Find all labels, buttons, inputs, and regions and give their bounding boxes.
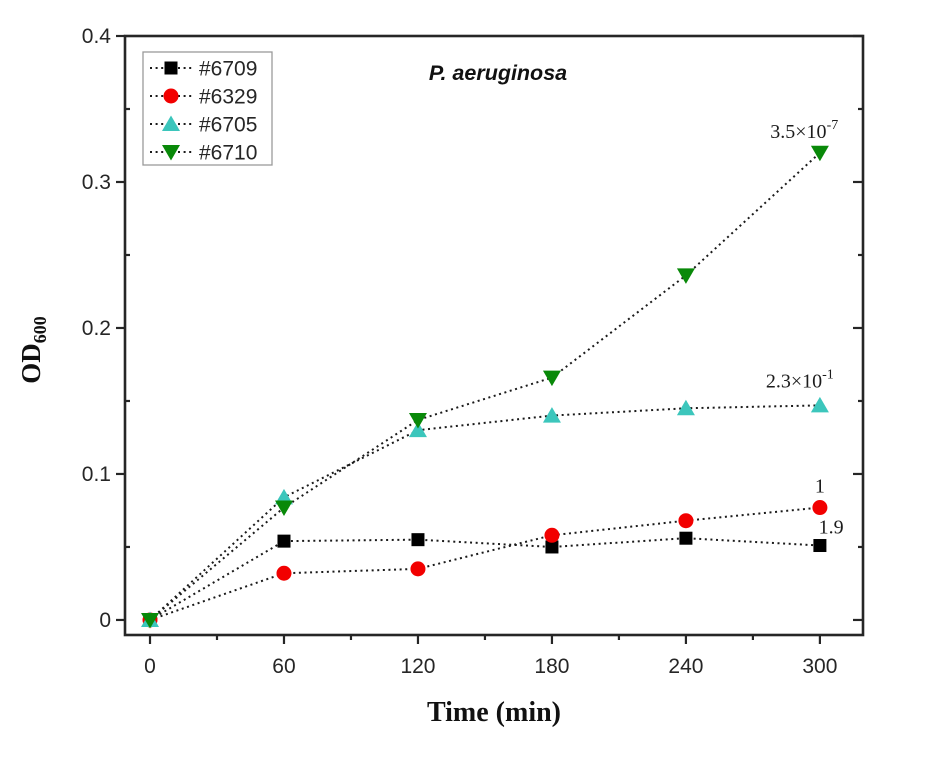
annotation-1: 1: [815, 476, 825, 498]
marker-circle: [812, 500, 828, 516]
x-tick-label: 240: [668, 655, 703, 678]
plot-frame: [123, 34, 865, 637]
marker-triangle-up: [676, 399, 695, 416]
marker-circle: [163, 88, 179, 104]
x-tick-label: 120: [400, 655, 435, 678]
legend-item-6709: #6709: [150, 58, 257, 81]
y-tick-label: 0.3: [82, 171, 111, 194]
marker-triangle-down: [676, 268, 695, 284]
legend-label: #6710: [199, 142, 257, 165]
x-tick-label: 0: [144, 655, 156, 678]
marker-circle: [678, 513, 694, 529]
marker-triangle-down: [162, 145, 180, 161]
marker-square: [545, 540, 559, 554]
marker-square: [679, 531, 693, 545]
marker-circle: [276, 565, 292, 581]
marker-triangle-down: [141, 612, 160, 629]
legend-label: #6705: [199, 114, 257, 137]
y-tick-label: 0.1: [82, 463, 111, 486]
marker-triangle-down: [542, 370, 561, 387]
annotation-3.510-7: 3.5×10-7: [770, 118, 838, 143]
marker-circle: [410, 561, 426, 577]
axis-ticks: 0 60 120 180 240 300 0 0.1 0.2 0.3 0.4: [82, 25, 863, 678]
marker-triangle-up: [810, 396, 829, 413]
series-6710: [141, 145, 829, 629]
marker-square: [411, 533, 425, 547]
x-axis-label: Time (min): [427, 697, 561, 728]
annotation-2.310-1: 2.3×10-1: [766, 368, 834, 393]
series-line: [149, 152, 821, 621]
marker-triangle-up: [274, 488, 293, 505]
legend-label: #6329: [199, 86, 257, 109]
annotation-1.9: 1.9: [819, 517, 844, 539]
marker-square: [277, 534, 291, 548]
y-tick-label: 0.4: [82, 25, 112, 48]
y-axis-label: OD600: [16, 316, 50, 384]
series-6329: [142, 500, 828, 628]
marker-triangle-up: [542, 407, 561, 423]
marker-square: [813, 539, 827, 553]
series-6709: [143, 531, 827, 627]
series-line: [149, 537, 820, 621]
legend: #6709 #6329 #6705 #6710: [142, 51, 273, 166]
legend-item-6710: #6710: [150, 142, 257, 165]
marker-triangle-down: [408, 412, 427, 429]
marker-square: [164, 61, 178, 75]
series-line: [149, 404, 820, 621]
marker-triangle-down: [274, 500, 293, 517]
marker-triangle-up: [408, 421, 427, 438]
x-tick-label: 60: [272, 655, 295, 678]
series-6705: [141, 396, 829, 627]
x-tick-label: 180: [534, 655, 569, 678]
y-tick-label: 0.2: [82, 317, 111, 340]
marker-triangle-down: [810, 145, 829, 162]
series-line: [149, 506, 821, 621]
x-tick-label: 300: [802, 655, 837, 678]
legend-item-6329: #6329: [150, 86, 257, 109]
marker-circle: [544, 527, 560, 543]
legend-item-6705: #6705: [150, 114, 257, 137]
y-tick-label: 0: [99, 609, 111, 632]
plot-title: P. aeruginosa: [429, 61, 567, 85]
marker-triangle-up: [162, 115, 180, 131]
legend-label: #6709: [199, 58, 257, 81]
